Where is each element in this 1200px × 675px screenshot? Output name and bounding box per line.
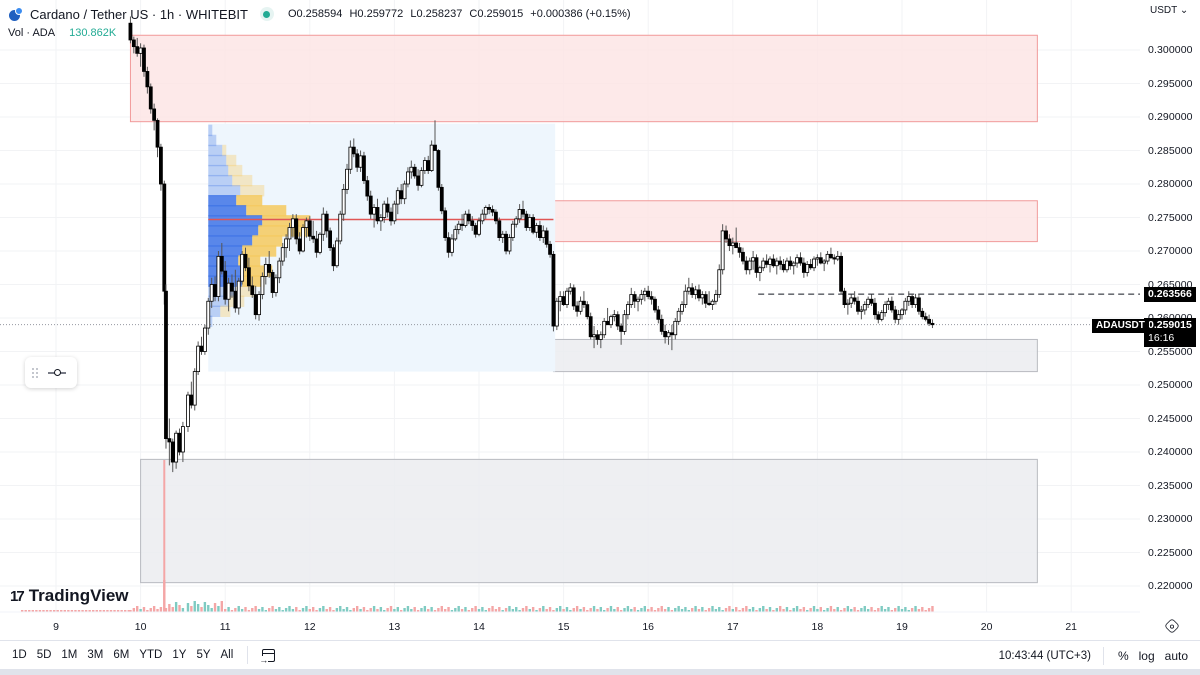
dashed-level-price-tag: 0.263566 — [1144, 287, 1196, 302]
time-tick-label: 12 — [303, 621, 316, 633]
volume-histogram — [20, 460, 934, 612]
candlestick-series — [128, 16, 935, 473]
cardano-logo-icon — [8, 6, 24, 22]
range-1m-button[interactable]: 1M — [61, 649, 78, 661]
range-1d-button[interactable]: 1D — [12, 649, 27, 661]
time-tick-label: 11 — [219, 621, 231, 633]
footer-strip — [0, 669, 1200, 675]
currency-selector[interactable]: USDT ⌄ — [1150, 5, 1189, 16]
time-tick-label: 16 — [642, 621, 655, 633]
time-tick-label: 20 — [980, 621, 993, 633]
symbol-price-label: ADAUSDT — [1092, 319, 1149, 333]
current-price-value: 0.259015 — [1148, 319, 1192, 331]
tradingview-logo[interactable]: 17 TradingView — [10, 586, 129, 606]
current-price-tag: 0.259015 16:16 — [1144, 318, 1196, 347]
zones-layer — [129, 34, 1038, 584]
go-to-date-icon[interactable]: → — [259, 647, 276, 665]
tradingview-mark-icon: 17 — [10, 587, 25, 605]
demand-zone-mid — [552, 338, 1038, 373]
volume-profile — [208, 123, 556, 372]
price-tick-label: 0.240000 — [1148, 446, 1193, 458]
price-tick-label: 0.250000 — [1148, 379, 1193, 391]
price-tick-label: 0.235000 — [1148, 479, 1193, 492]
bottom-toolbar: 1D 5D 1M 3M 6M YTD 1Y 5Y All → 10:43:44 … — [0, 640, 1200, 669]
time-tick-label: 9 — [53, 621, 59, 633]
ohlc-change: +0.000386 (+0.15%) — [530, 8, 631, 20]
ohlc-high: H0.259772 — [349, 8, 404, 20]
range-buttons: 1D 5D 1M 3M 6M YTD 1Y 5Y All — [0, 649, 233, 661]
price-tick-label: 0.270000 — [1148, 245, 1193, 257]
supply-zone-upper — [129, 34, 1038, 123]
percent-scale-toggle[interactable]: % — [1117, 648, 1129, 663]
time-tick-label: 13 — [388, 621, 401, 633]
log-scale-toggle[interactable]: log — [1138, 648, 1155, 663]
time-tick-label: 15 — [557, 621, 570, 633]
range-5y-button[interactable]: 5Y — [196, 649, 211, 661]
price-tick-label: 0.220000 — [1148, 580, 1193, 592]
price-tick-label: 0.245000 — [1148, 412, 1193, 425]
time-tick-label: 19 — [896, 621, 908, 633]
time-tick-label: 14 — [473, 621, 485, 633]
time-tick-label: 17 — [726, 621, 739, 633]
price-tick-label: 0.295000 — [1148, 77, 1193, 90]
price-tick-label: 0.230000 — [1148, 513, 1193, 525]
range-ytd-button[interactable]: YTD — [139, 649, 163, 661]
toolbar-divider — [1102, 646, 1104, 665]
ohlc-low: L0.258237 — [410, 8, 463, 20]
range-1y-button[interactable]: 1Y — [172, 649, 187, 661]
clock-time[interactable]: 10:43:44 (UTC+3) — [998, 649, 1091, 662]
ohlc-open: O0.258594 — [287, 8, 343, 20]
auto-scale-toggle[interactable]: auto — [1164, 648, 1188, 663]
bar-countdown: 16:16 — [1148, 332, 1175, 344]
range-all-button[interactable]: All — [220, 649, 234, 661]
time-tick-label: 18 — [811, 621, 824, 633]
symbol-title[interactable]: Cardano / Tether US · 1h · WHITEBIT — [30, 6, 248, 22]
right-controls: 10:43:44 (UTC+3) % log auto — [999, 641, 1188, 670]
price-tick-label: 0.300000 — [1148, 44, 1193, 56]
volume-value: 130.862K — [69, 27, 117, 39]
price-tick-label: 0.285000 — [1148, 144, 1193, 157]
time-tick-label: 21 — [1065, 621, 1078, 633]
horizontal-line-tool-icon[interactable] — [48, 368, 66, 376]
ohlc-close: C0.259015 — [469, 8, 524, 20]
legend-volume: Vol · ADA 130.862K — [8, 27, 116, 39]
price-tick-label: 0.275000 — [1148, 211, 1193, 224]
ohlc-values: O0.258594 H0.259772 L0.258237 C0.259015 … — [288, 8, 635, 20]
supply-zone-mid — [464, 200, 1038, 243]
tradingview-wordmark: TradingView — [28, 586, 129, 605]
drag-handle-icon[interactable] — [32, 367, 38, 378]
time-tick-label: 10 — [134, 621, 147, 633]
market-status-icon[interactable] — [259, 7, 274, 21]
volume-label[interactable]: Vol · ADA — [8, 27, 56, 39]
price-tick-label: 0.255000 — [1148, 345, 1193, 358]
price-tick-label: 0.280000 — [1148, 178, 1193, 190]
price-tick-label: 0.290000 — [1148, 111, 1193, 123]
toolbar-divider — [247, 646, 249, 664]
price-tick-label: 0.225000 — [1148, 546, 1193, 559]
range-6m-button[interactable]: 6M — [113, 649, 130, 661]
demand-zone-lower — [140, 458, 1038, 584]
range-3m-button[interactable]: 3M — [87, 649, 104, 661]
range-5d-button[interactable]: 5D — [36, 649, 52, 661]
legend-main: Cardano / Tether US · 1h · WHITEBIT O0.2… — [8, 6, 635, 22]
floating-drawing-toolbar[interactable] — [25, 357, 77, 388]
